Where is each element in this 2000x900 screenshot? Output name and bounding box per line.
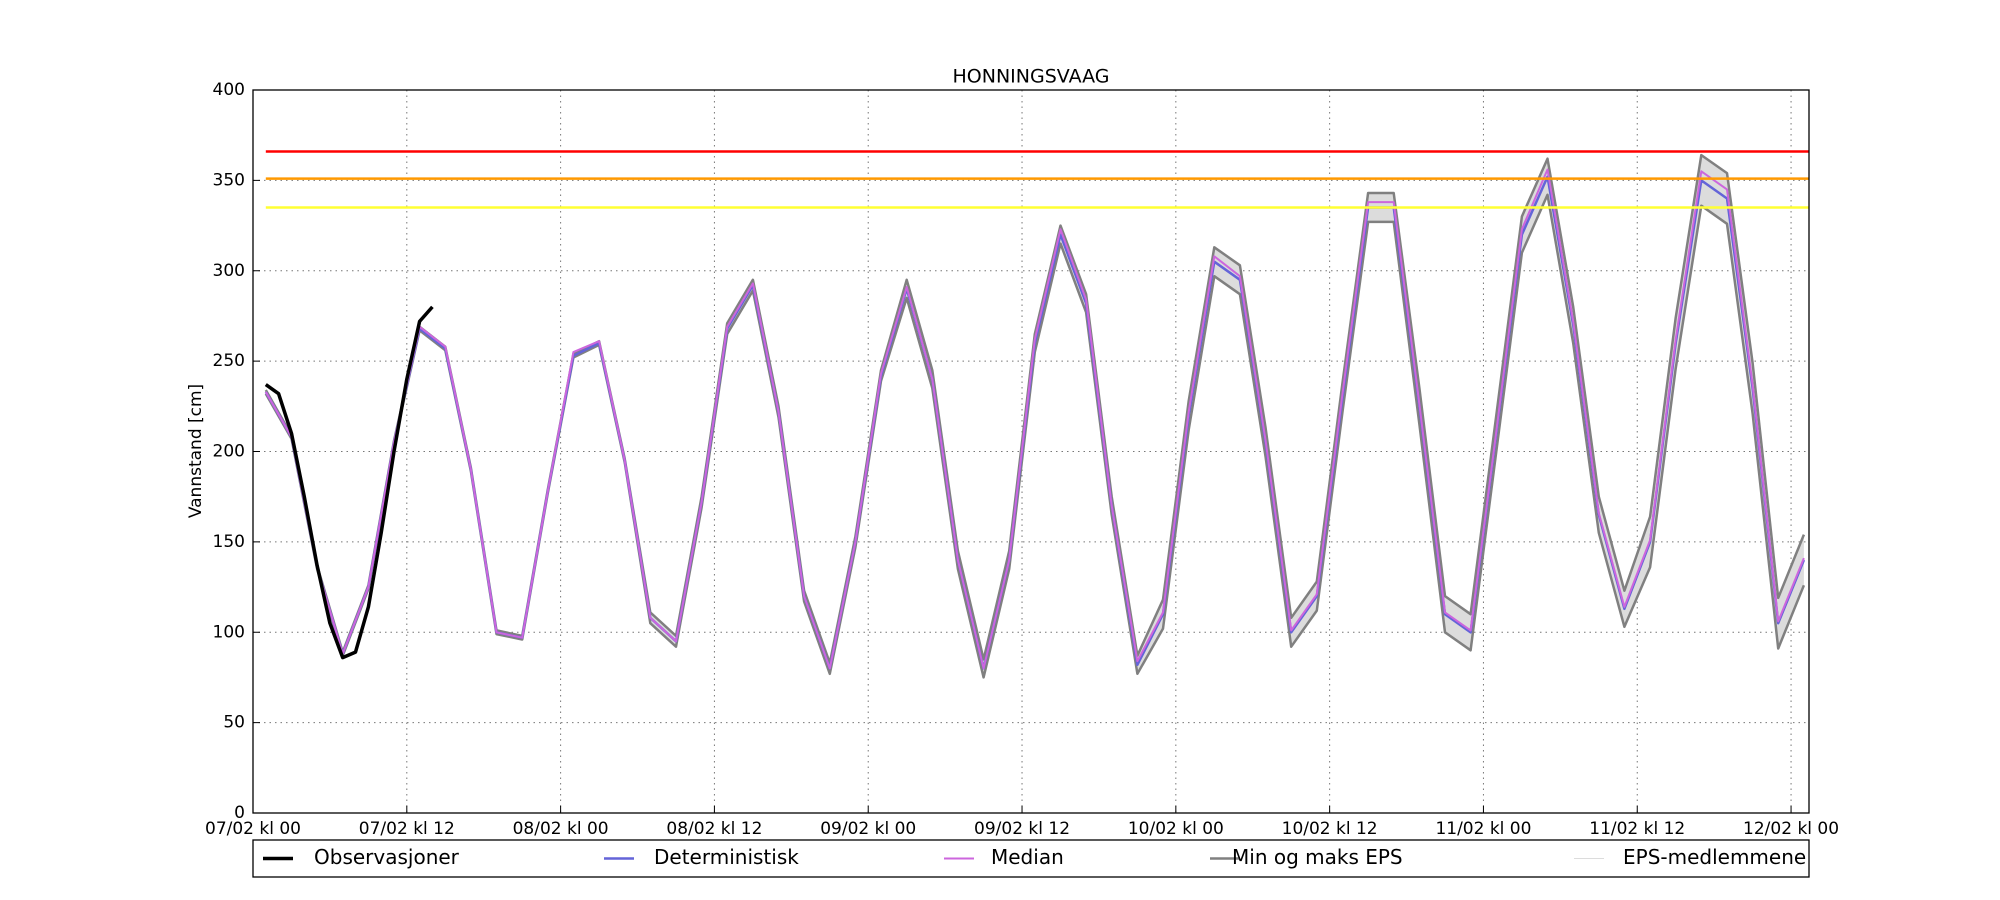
y-tick-label: 300 — [213, 261, 245, 281]
series-line — [264, 175, 1806, 670]
legend-label: EPS-medlemmene — [1623, 845, 1806, 869]
y-axis-label: Vannstand [cm] — [186, 384, 206, 518]
x-tick-label: 09/02 kl 12 — [974, 819, 1070, 839]
eps-spread — [265, 155, 1804, 678]
x-tick-label: 12/02 kl 00 — [1743, 819, 1839, 839]
x-tick-label: 07/02 kl 00 — [205, 819, 301, 839]
y-tick-label: 0 — [234, 803, 245, 823]
legend-label: Deterministisk — [654, 845, 799, 869]
eps-max-line — [264, 153, 1806, 665]
x-tick-label: 08/02 kl 12 — [666, 819, 762, 839]
legend-box — [252, 839, 1810, 878]
y-tick-label: 350 — [213, 170, 245, 190]
y-tick-label: 50 — [223, 713, 245, 733]
y-tick-label: 100 — [213, 622, 245, 642]
y-tick-label: 200 — [213, 442, 245, 462]
plot-frame — [252, 89, 1810, 814]
x-tick-label: 08/02 kl 00 — [513, 819, 609, 839]
legend-label: Median — [991, 845, 1064, 869]
chart-title: HONNINGSVAAG — [953, 66, 1110, 88]
x-tick-label: 07/02 kl 12 — [359, 819, 455, 839]
x-tick-label: 09/02 kl 00 — [820, 819, 916, 839]
observation-line — [264, 305, 434, 660]
x-tick-label: 11/02 kl 00 — [1435, 819, 1531, 839]
legend-label: Observasjoner — [314, 845, 460, 869]
series-line — [264, 168, 1805, 670]
y-tick-label: 150 — [213, 532, 245, 552]
eps-min-line — [264, 193, 1806, 679]
x-tick-label: 10/02 kl 00 — [1128, 819, 1224, 839]
y-tick-label: 400 — [213, 80, 245, 100]
x-tick-label: 10/02 kl 12 — [1282, 819, 1378, 839]
y-tick-label: 250 — [213, 351, 245, 371]
legend-label: Min og maks EPS — [1232, 845, 1403, 869]
x-tick-label: 11/02 kl 12 — [1589, 819, 1685, 839]
